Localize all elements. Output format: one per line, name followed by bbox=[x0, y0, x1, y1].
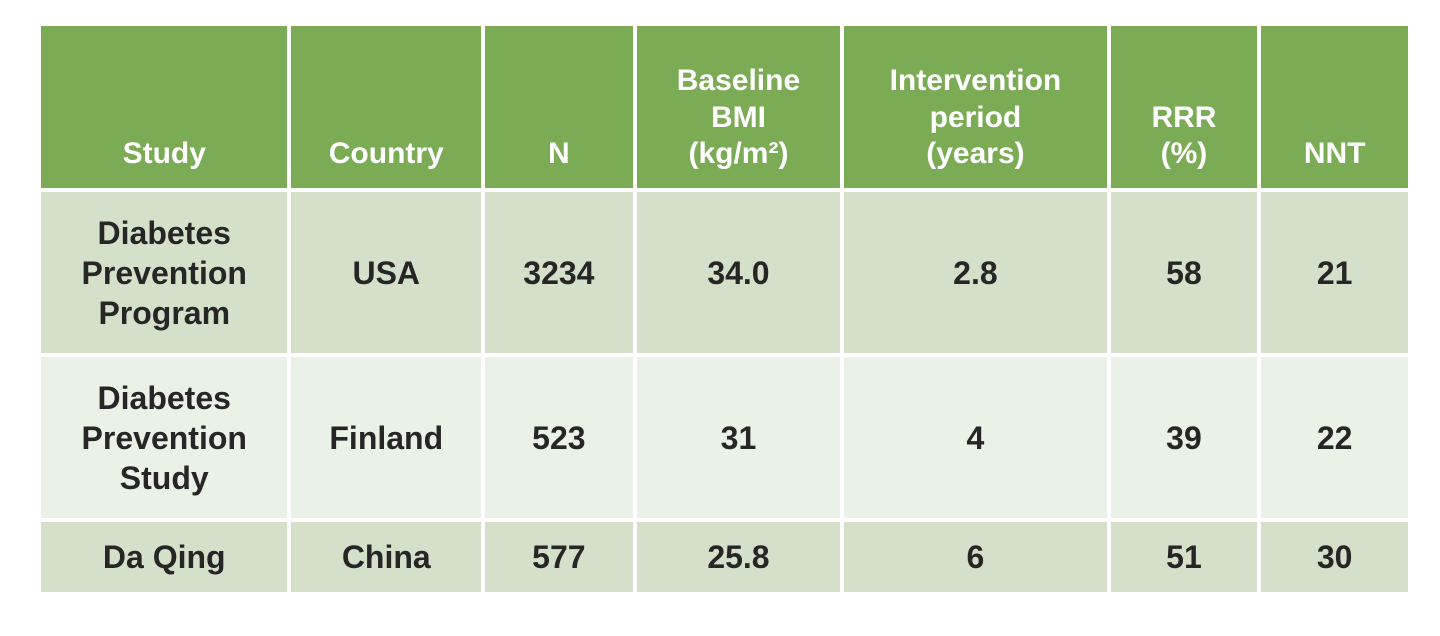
header-row: Study Country N Baseline BMI (kg/m²) Int… bbox=[36, 22, 1412, 192]
cell-baseline-bmi: 31 bbox=[632, 353, 845, 522]
cell-study: Diabetes Prevention Program bbox=[36, 188, 292, 357]
table-row: Diabetes Prevention Study Finland 523 31… bbox=[36, 353, 1412, 522]
cell-intervention-period: 4 bbox=[840, 353, 1111, 522]
cell-country: China bbox=[287, 518, 486, 596]
cell-intervention-period: 6 bbox=[840, 518, 1111, 596]
cell-intervention-period: 2.8 bbox=[840, 188, 1111, 357]
cell-nnt: 30 bbox=[1257, 518, 1412, 596]
header-cell-intervention-period: Intervention period (years) bbox=[840, 22, 1111, 192]
header-cell-n: N bbox=[481, 22, 637, 192]
cell-baseline-bmi: 34.0 bbox=[632, 188, 845, 357]
header-cell-study: Study bbox=[36, 22, 292, 192]
cell-n: 577 bbox=[481, 518, 637, 596]
header-cell-baseline-bmi: Baseline BMI (kg/m²) bbox=[632, 22, 845, 192]
table-row: Da Qing China 577 25.8 6 51 30 bbox=[36, 518, 1412, 596]
cell-rrr: 51 bbox=[1106, 518, 1262, 596]
table-row: Diabetes Prevention Program USA 3234 34.… bbox=[36, 188, 1412, 357]
cell-nnt: 21 bbox=[1257, 188, 1412, 357]
cell-study: Da Qing bbox=[36, 518, 292, 596]
studies-table: Study Country N Baseline BMI (kg/m²) Int… bbox=[36, 22, 1412, 596]
cell-nnt: 22 bbox=[1257, 353, 1412, 522]
cell-country: Finland bbox=[287, 353, 486, 522]
header-cell-country: Country bbox=[287, 22, 486, 192]
cell-rrr: 58 bbox=[1106, 188, 1262, 357]
header-cell-rrr: RRR (%) bbox=[1106, 22, 1262, 192]
cell-n: 3234 bbox=[481, 188, 637, 357]
cell-country: USA bbox=[287, 188, 486, 357]
cell-n: 523 bbox=[481, 353, 637, 522]
header-cell-nnt: NNT bbox=[1257, 22, 1412, 192]
cell-rrr: 39 bbox=[1106, 353, 1262, 522]
studies-table-container: Study Country N Baseline BMI (kg/m²) Int… bbox=[36, 22, 1412, 596]
cell-study: Diabetes Prevention Study bbox=[36, 353, 292, 522]
cell-baseline-bmi: 25.8 bbox=[632, 518, 845, 596]
